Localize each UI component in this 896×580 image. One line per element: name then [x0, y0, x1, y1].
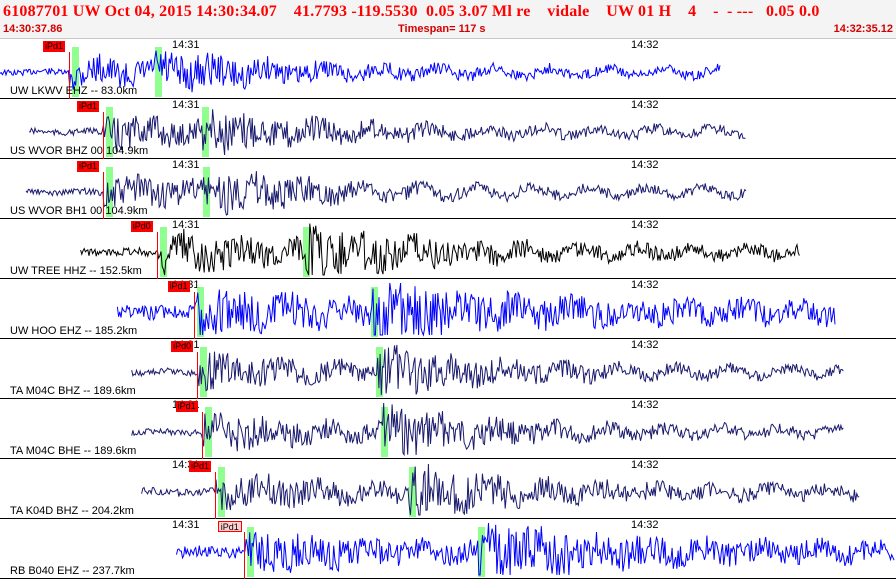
trace-panel[interactable]: 14:31 14:32 iPd1 US WVOR BHZ 00 104.9km	[0, 99, 896, 159]
time-mark: 14:32	[631, 159, 659, 171]
phase-window	[201, 107, 209, 157]
pick-line	[197, 352, 199, 399]
start-time: 14:30:37.86	[3, 23, 63, 35]
phase-window	[155, 47, 162, 97]
timespan: Timespan= 117 s	[398, 23, 486, 35]
time-mark: 14:32	[631, 459, 659, 471]
waveform	[131, 402, 844, 457]
waveform	[141, 463, 860, 516]
event-header: 61087701 UW Oct 04, 2015 14:30:34.07 41.…	[0, 0, 896, 39]
station-label: US WVOR BH1 00 104.9km	[10, 205, 148, 217]
time-mark: 14:32	[631, 39, 659, 51]
time-mark: 14:31	[172, 99, 200, 111]
phase-pick[interactable]: iPd1	[217, 521, 242, 532]
trace-panel[interactable]: 14:31 14:32 iPd0 UW TREE HHZ -- 152.5km	[0, 219, 896, 279]
phase-pick[interactable]: iPd0	[130, 221, 153, 232]
phase-window	[71, 47, 79, 97]
trace-line	[131, 344, 844, 396]
waveform	[28, 109, 746, 156]
waveform	[176, 522, 895, 576]
phase-window	[302, 227, 310, 277]
phase-pick[interactable]: iPd1	[189, 461, 212, 472]
time-mark: 14:32	[631, 339, 659, 351]
pick-line	[68, 52, 70, 99]
time-mark: 14:32	[631, 279, 659, 291]
station-label: UW TREE HHZ -- 152.5km	[10, 265, 142, 277]
phase-pick[interactable]: iPd1	[42, 41, 65, 52]
time-mark: 14:31	[172, 39, 200, 51]
pick-line	[243, 532, 245, 579]
phase-pick[interactable]: iPd0	[171, 341, 194, 352]
event-title: 61087701 UW Oct 04, 2015 14:30:34.07 41.…	[3, 3, 820, 20]
pick-line	[156, 232, 158, 279]
time-mark: 14:32	[631, 219, 659, 231]
trace-panel[interactable]: 14:31 14:32 iPd1 US WVOR BH1 00 104.9km	[0, 159, 896, 219]
phase-window	[370, 287, 378, 337]
waveform	[0, 50, 721, 93]
station-label: US WVOR BHZ 00 104.9km	[10, 145, 149, 157]
seismogram-panels: 14:31 14:32 iPd1 UW LKWV EHZ -- 83.0km 14:31…	[0, 39, 896, 580]
waveform	[25, 171, 747, 216]
station-label: TA M04C BHE -- 189.6km	[10, 445, 137, 457]
trace-line	[0, 50, 721, 93]
pick-line	[103, 172, 105, 219]
pick-line	[201, 412, 203, 459]
trace-panel[interactable]: 14:31 14:32 iPd1 UW LKWV EHZ -- 83.0km	[0, 39, 896, 99]
time-mark: 14:31	[172, 159, 200, 171]
phase-window	[218, 467, 226, 517]
station-label: TA M04C BHZ -- 189.6km	[10, 385, 136, 397]
trace-line	[25, 171, 747, 216]
waveform	[131, 344, 844, 396]
trace-line	[116, 282, 836, 337]
pick-line	[103, 112, 105, 159]
station-label: UW HOO EHZ -- 185.2km	[10, 325, 138, 337]
pick-line	[215, 472, 217, 519]
station-label: RB B040 EHZ -- 237.7km	[10, 565, 135, 577]
station-label: TA K04D BHZ -- 204.2km	[10, 505, 134, 517]
phase-window	[106, 107, 114, 157]
trace-line	[131, 402, 844, 457]
trace-line	[28, 109, 746, 156]
trace-panel[interactable]: 14:31 14:32 iPd1 RB B040 EHZ -- 237.7km	[0, 519, 896, 579]
time-mark: 14:32	[631, 519, 659, 531]
waveform	[116, 282, 836, 337]
phase-window	[159, 227, 167, 277]
phase-pick[interactable]: iPd1	[77, 101, 100, 112]
time-mark: 14:31	[172, 219, 200, 231]
time-mark: 14:32	[631, 99, 659, 111]
station-label: UW LKWV EHZ -- 83.0km	[10, 85, 138, 97]
trace-line	[141, 463, 860, 516]
phase-pick[interactable]: iPd1	[77, 161, 100, 172]
trace-line	[80, 223, 800, 276]
phase-window	[196, 287, 204, 337]
waveform	[80, 223, 800, 276]
phase-window	[106, 167, 114, 217]
phase-pick[interactable]: iPd1	[175, 401, 198, 412]
trace-panel[interactable]: 14:31 14:32 iPd1 TA K04D BHZ -- 204.2km	[0, 459, 896, 519]
trace-line	[176, 522, 895, 576]
end-time: 14:32:35.12	[833, 23, 893, 35]
time-mark: 14:31	[172, 459, 200, 471]
time-mark: 14:32	[631, 399, 659, 411]
time-mark: 14:31	[172, 519, 200, 531]
phase-pick[interactable]: iPd1	[167, 281, 190, 292]
pick-line	[193, 292, 195, 339]
